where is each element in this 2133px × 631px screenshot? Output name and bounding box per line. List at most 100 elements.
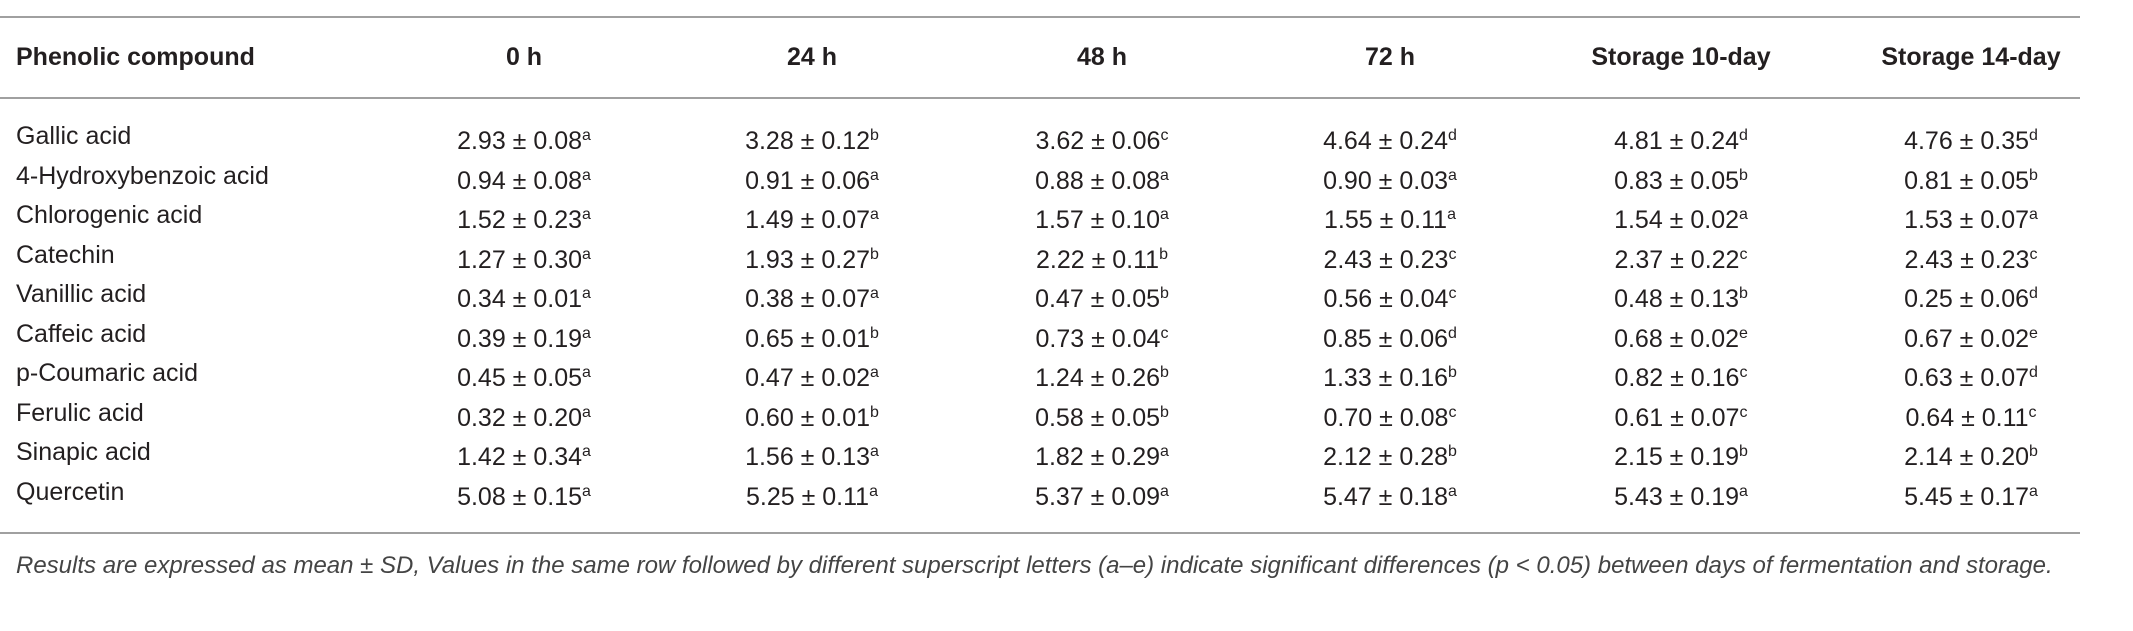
value-cell: 2.93 ± 0.08a <box>457 121 591 156</box>
significance-letter: a <box>870 285 879 302</box>
cell-value: 0.67 ± 0.02 <box>1904 324 2030 353</box>
significance-letter: b <box>1448 364 1457 381</box>
cell-value: 0.32 ± 0.20 <box>457 403 583 432</box>
cell-value: 2.12 ± 0.28 <box>1323 443 1449 471</box>
value-cell: 0.25 ± 0.06d <box>1904 279 2038 314</box>
cell-value: 1.42 ± 0.34 <box>457 443 583 471</box>
header-cell: Storage 10-day <box>1591 43 1771 71</box>
value-cell: 0.64 ± 0.11c <box>1905 398 2036 433</box>
cell-value: 2.14 ± 0.20 <box>1904 443 2030 471</box>
cell-value: 0.60 ± 0.01 <box>745 403 871 432</box>
significance-letter: c <box>1160 324 1169 342</box>
significance-letter: b <box>1160 285 1169 302</box>
value-cell: 0.83 ± 0.05b <box>1614 161 1748 196</box>
cell-value: 0.91 ± 0.06 <box>745 166 871 195</box>
value-cell: 3.28 ± 0.12b <box>745 121 879 156</box>
cell-value: 1.27 ± 0.30 <box>457 245 583 274</box>
cell-value: 0.68 ± 0.02 <box>1614 324 1740 353</box>
significance-letter: c <box>1448 403 1457 421</box>
significance-letter: c <box>2029 245 2038 263</box>
significance-letter: c <box>1448 285 1457 302</box>
header-cell: 72 h <box>1364 43 1416 71</box>
value-cell: 0.34 ± 0.01a <box>457 279 591 314</box>
significance-letter: a <box>582 324 591 342</box>
value-cell: 0.38 ± 0.07a <box>745 279 879 314</box>
value-cell: 0.61 ± 0.07c <box>1615 398 1748 433</box>
value-cell: 0.45 ± 0.05a <box>457 358 591 393</box>
significance-letter: c <box>2028 403 2037 421</box>
cell-value: 5.45 ± 0.17 <box>1904 482 2030 511</box>
header-cell: 48 h <box>1076 43 1128 71</box>
value-cell: 1.24 ± 0.26b <box>1035 358 1169 393</box>
significance-letter: b <box>1739 443 1748 460</box>
value-cell: 4.64 ± 0.24d <box>1323 121 1457 156</box>
cell-value: 5.37 ± 0.09 <box>1035 482 1161 511</box>
significance-letter: d <box>1448 127 1457 144</box>
cell-value: 0.45 ± 0.05 <box>457 364 583 392</box>
significance-letter: a <box>1160 166 1169 184</box>
row-label: Catechin <box>16 240 115 269</box>
significance-letter: a <box>582 127 591 144</box>
row-label: Chlorogenic acid <box>16 201 203 229</box>
value-cell: 0.82 ± 0.16c <box>1615 358 1748 393</box>
cell-value: 1.49 ± 0.07 <box>745 206 871 234</box>
value-cell: 0.91 ± 0.06a <box>745 161 879 196</box>
cell-value: 5.43 ± 0.19 <box>1614 482 1740 511</box>
cell-value: 0.47 ± 0.05 <box>1035 285 1161 313</box>
cell-value: 0.65 ± 0.01 <box>745 324 871 353</box>
significance-letter: a <box>870 206 879 223</box>
cell-value: 0.58 ± 0.05 <box>1035 403 1161 432</box>
cell-value: 1.56 ± 0.13 <box>745 443 871 471</box>
cell-value: 1.93 ± 0.27 <box>745 245 871 274</box>
significance-letter: d <box>2029 285 2038 302</box>
significance-letter: d <box>2029 364 2038 381</box>
significance-letter: b <box>2029 443 2038 460</box>
significance-letter: e <box>2029 324 2038 342</box>
significance-letter: c <box>1160 127 1169 144</box>
value-cell: 0.73 ± 0.04c <box>1036 319 1169 354</box>
value-cell: 1.49 ± 0.07a <box>745 200 879 235</box>
header-cell: 24 h <box>786 43 838 71</box>
cell-value: 1.24 ± 0.26 <box>1035 364 1161 392</box>
value-cell: 0.94 ± 0.08a <box>457 161 591 196</box>
cell-value: 2.15 ± 0.19 <box>1614 443 1740 471</box>
bottom-rule <box>0 532 2080 534</box>
significance-letter: a <box>869 482 878 500</box>
row-label: Sinapic acid <box>16 438 151 466</box>
significance-letter: e <box>1739 324 1748 342</box>
significance-letter: a <box>1448 166 1457 184</box>
value-cell: 0.39 ± 0.19a <box>457 319 591 354</box>
value-cell: 0.47 ± 0.02a <box>745 358 879 393</box>
cell-value: 2.43 ± 0.23 <box>1904 245 2030 274</box>
row-label: Caffeic acid <box>16 319 147 348</box>
cell-value: 0.83 ± 0.05 <box>1614 166 1740 195</box>
cell-value: 1.33 ± 0.16 <box>1323 364 1449 392</box>
cell-value: 0.34 ± 0.01 <box>457 285 583 313</box>
significance-letter: c <box>1739 403 1748 421</box>
significance-letter: a <box>582 443 591 460</box>
value-cell: 1.56 ± 0.13a <box>745 437 879 472</box>
cell-value: 0.82 ± 0.16 <box>1614 364 1740 392</box>
value-cell: 1.53 ± 0.07a <box>1904 200 2038 235</box>
value-cell: 0.90 ± 0.03a <box>1323 161 1457 196</box>
cell-value: 2.37 ± 0.22 <box>1614 245 1740 274</box>
cell-value: 0.64 ± 0.11 <box>1905 403 2029 432</box>
row-label: 4-Hydroxybenzoic acid <box>16 161 269 190</box>
value-cell: 0.63 ± 0.07d <box>1904 358 2038 393</box>
significance-letter: b <box>870 324 879 342</box>
cell-value: 0.47 ± 0.02 <box>745 364 871 392</box>
row-label: Vanillic acid <box>16 280 147 308</box>
cell-value: 1.53 ± 0.07 <box>1904 206 2030 234</box>
cell-value: 0.56 ± 0.04 <box>1323 285 1449 313</box>
significance-letter: a <box>1739 482 1748 500</box>
cell-value: 0.61 ± 0.07 <box>1614 403 1740 432</box>
value-cell: 0.88 ± 0.08a <box>1035 161 1169 196</box>
significance-letter: b <box>1159 245 1168 263</box>
significance-letter: a <box>1160 482 1169 500</box>
value-cell: 0.85 ± 0.06d <box>1323 319 1457 354</box>
value-cell: 1.82 ± 0.29a <box>1035 437 1169 472</box>
cell-value: 1.57 ± 0.10 <box>1035 206 1161 234</box>
value-cell: 2.15 ± 0.19b <box>1614 437 1748 472</box>
significance-letter: a <box>1739 206 1748 223</box>
value-cell: 5.37 ± 0.09a <box>1035 477 1169 512</box>
